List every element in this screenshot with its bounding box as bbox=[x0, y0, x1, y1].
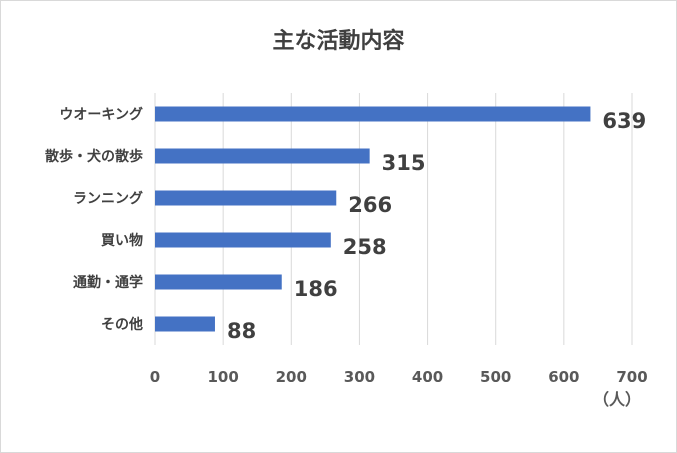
category-label: 散歩・犬の散歩 bbox=[45, 148, 143, 165]
category-label: その他 bbox=[101, 316, 143, 333]
data-label: 266 bbox=[348, 193, 392, 217]
gridlines bbox=[154, 93, 633, 345]
bar bbox=[155, 232, 331, 248]
x-tick-labels: 0 100 200 300 400 500 600 700 bbox=[150, 368, 648, 386]
category-label: ウオーキング bbox=[59, 106, 143, 123]
category-label: 買い物 bbox=[101, 232, 143, 249]
data-label: 639 bbox=[602, 109, 646, 133]
x-tick-label: 700 bbox=[616, 368, 647, 386]
x-tick-label: 0 bbox=[150, 368, 160, 386]
category-label: ランニング bbox=[73, 190, 143, 207]
x-tick-label: 600 bbox=[548, 368, 579, 386]
x-tick-label: 300 bbox=[344, 368, 375, 386]
bars bbox=[155, 106, 591, 332]
bar bbox=[155, 190, 337, 206]
data-label: 186 bbox=[294, 277, 338, 301]
bar bbox=[155, 316, 215, 332]
bar bbox=[155, 106, 591, 122]
x-tick-label: 400 bbox=[412, 368, 443, 386]
category-label: 通勤・通学 bbox=[73, 274, 143, 291]
x-tick-label: 100 bbox=[207, 368, 238, 386]
bar bbox=[155, 274, 282, 290]
data-label: 315 bbox=[382, 151, 426, 175]
chart-title: 主な活動内容 bbox=[272, 29, 405, 54]
x-tick-label: 500 bbox=[480, 368, 511, 386]
data-label: 258 bbox=[343, 235, 387, 259]
x-axis-unit-label: （人） bbox=[593, 390, 641, 409]
bar bbox=[155, 148, 370, 164]
data-label: 88 bbox=[227, 319, 256, 343]
x-tick-label: 200 bbox=[276, 368, 307, 386]
